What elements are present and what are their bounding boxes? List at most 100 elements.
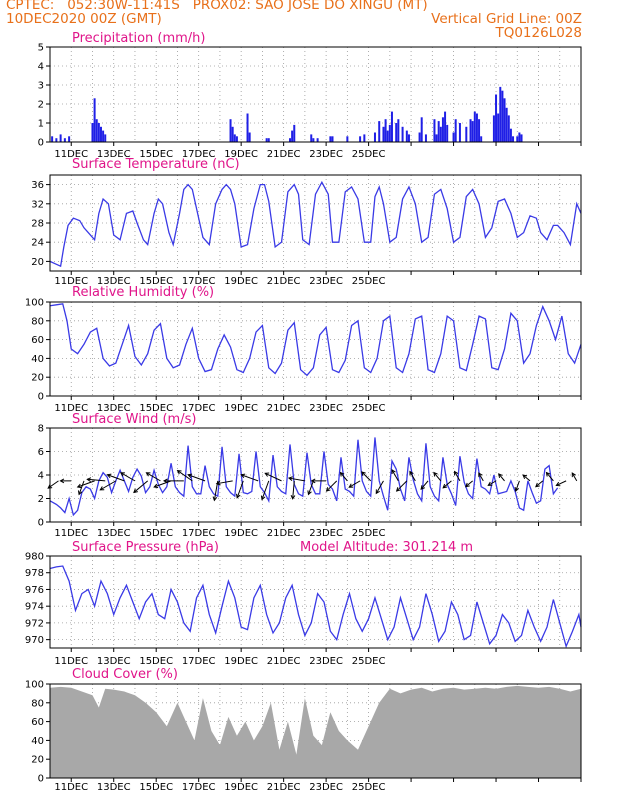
wind-arrow bbox=[546, 472, 554, 482]
x-tick-label: 13DEC bbox=[97, 276, 131, 287]
y-tick-label: 980 bbox=[25, 552, 44, 563]
wind-arrow-head bbox=[391, 469, 396, 474]
wind-arrow bbox=[556, 480, 567, 486]
wind-arrow-head bbox=[212, 496, 218, 502]
x-tick-label: 17DEC bbox=[182, 276, 216, 287]
y-tick-label: 100 bbox=[25, 298, 44, 309]
precip-bar bbox=[316, 138, 319, 142]
wind-arrow-head bbox=[307, 490, 312, 496]
wind-arrow-head bbox=[433, 471, 438, 477]
y-tick-label: 24 bbox=[31, 238, 44, 249]
wind-arrow-head bbox=[361, 471, 366, 476]
y-tick-label: 0 bbox=[38, 518, 44, 529]
wind-arrow bbox=[153, 480, 172, 488]
precip-bar bbox=[499, 86, 502, 142]
x-tick-label: 17DEC bbox=[182, 149, 216, 160]
y-tick-label: 4 bbox=[38, 62, 44, 73]
precip-bar bbox=[465, 126, 468, 142]
precip-bar bbox=[458, 123, 461, 142]
wind-arrow-head bbox=[395, 487, 401, 492]
x-tick-label: 23DEC bbox=[309, 782, 343, 793]
wind-arrow bbox=[187, 474, 206, 482]
y-tick-label: 100 bbox=[25, 680, 44, 691]
wind-arrow bbox=[420, 480, 429, 490]
precip-bar bbox=[378, 121, 381, 142]
y-tick-label: 5 bbox=[38, 43, 44, 54]
wind-arrow-head bbox=[487, 481, 493, 486]
y-tick-label: 80 bbox=[31, 316, 44, 327]
x-tick-label: 25DEC bbox=[352, 276, 386, 287]
wind-series-line bbox=[49, 437, 559, 517]
precip-bar bbox=[99, 126, 102, 142]
wind-arrow-head bbox=[454, 470, 459, 476]
precip-bar bbox=[293, 124, 296, 142]
y-tick-label: 32 bbox=[31, 199, 44, 210]
pres-series-line bbox=[49, 565, 582, 649]
wind-arrow bbox=[264, 472, 282, 482]
precip-bar bbox=[395, 123, 398, 142]
wind-arrow bbox=[326, 480, 338, 492]
precip-bar bbox=[291, 130, 294, 142]
wind-arrow-head bbox=[162, 478, 168, 484]
precip-bar bbox=[518, 132, 521, 142]
header-date: 10DEC2020 00Z (GMT) bbox=[6, 11, 162, 27]
x-tick-label: 19DEC bbox=[224, 528, 258, 539]
wind-arrow-head bbox=[77, 490, 83, 496]
precip-bar bbox=[63, 138, 66, 142]
precip-bar bbox=[231, 126, 234, 142]
precip-title: Precipitation (mm/h) bbox=[72, 31, 205, 46]
precip-bar bbox=[446, 124, 449, 142]
x-tick-label: 19DEC bbox=[224, 276, 258, 287]
wind-arrow-head bbox=[522, 474, 528, 479]
x-tick-label: 13DEC bbox=[97, 656, 131, 667]
x-tick-label: 23DEC bbox=[309, 149, 343, 160]
wind-arrow-head bbox=[145, 472, 151, 477]
y-tick-label: 20 bbox=[31, 755, 44, 766]
wind-arrow-head bbox=[287, 476, 293, 481]
wind-arrow-head bbox=[215, 480, 221, 486]
precip-bar bbox=[492, 115, 495, 142]
y-tick-label: 6 bbox=[38, 447, 44, 458]
wind-arrow-head bbox=[59, 478, 65, 484]
wind-arrow-head bbox=[260, 495, 266, 501]
precip-bar bbox=[102, 130, 105, 142]
precip-bar bbox=[512, 136, 515, 142]
precip-bar bbox=[331, 136, 334, 142]
header-model-id: TQ0126L028 bbox=[495, 25, 582, 41]
precip-bar bbox=[95, 119, 98, 142]
precip-bar bbox=[104, 134, 107, 142]
wind-arrow-head bbox=[187, 473, 193, 479]
wind-arrow bbox=[120, 472, 136, 482]
wind-arrow-head bbox=[325, 487, 331, 492]
rh-title: Relative Humidity (%) bbox=[72, 285, 214, 300]
precip-bar bbox=[497, 113, 500, 142]
y-tick-label: 20 bbox=[31, 373, 44, 384]
wind-arrow-head bbox=[545, 471, 551, 477]
x-tick-label: 17DEC bbox=[182, 528, 216, 539]
y-tick-label: 1 bbox=[38, 119, 44, 130]
x-tick-label: 25DEC bbox=[352, 656, 386, 667]
precip-bar bbox=[452, 132, 455, 142]
precip-bar bbox=[235, 136, 238, 142]
precip-bar bbox=[329, 136, 332, 142]
precip-bar bbox=[91, 123, 94, 142]
wind-arrow-head bbox=[409, 470, 414, 476]
precip-bar bbox=[68, 136, 71, 142]
precip-bar bbox=[495, 94, 498, 142]
wind-arrow-head bbox=[498, 473, 503, 479]
precip-bar bbox=[507, 115, 510, 142]
wind-arrow bbox=[454, 471, 461, 482]
x-tick-label: 15DEC bbox=[139, 782, 173, 793]
wind-arrow bbox=[241, 474, 259, 482]
precip-bar bbox=[312, 138, 315, 142]
wind-arrow-head bbox=[176, 469, 182, 475]
wind-arrow-head bbox=[47, 484, 53, 489]
wind-arrow-head bbox=[290, 494, 296, 500]
x-tick-label: 25DEC bbox=[352, 403, 386, 414]
x-tick-label: 11DEC bbox=[54, 403, 88, 414]
precip-bar bbox=[509, 128, 512, 142]
precip-bar bbox=[433, 119, 436, 142]
y-tick-label: 40 bbox=[31, 736, 44, 747]
precip-bar bbox=[55, 138, 58, 142]
wind-arrow bbox=[348, 480, 361, 488]
